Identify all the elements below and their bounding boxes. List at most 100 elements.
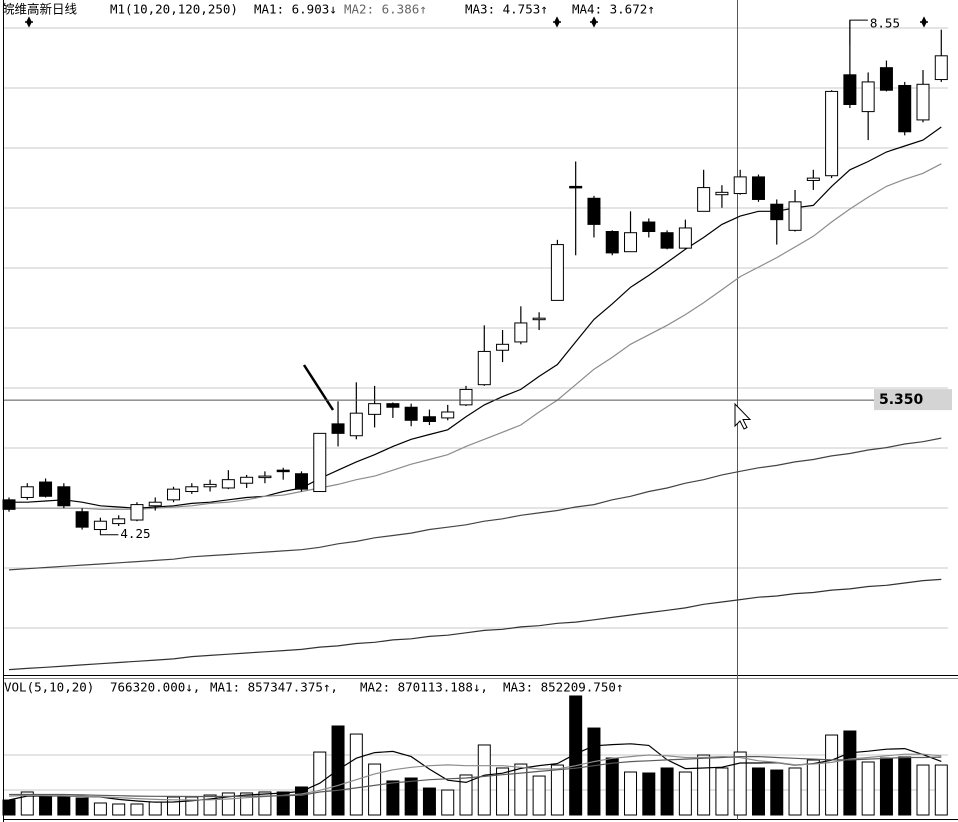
volume-bar	[514, 763, 528, 816]
volume-bar	[587, 727, 601, 816]
candle-body	[422, 416, 436, 422]
candle-body	[93, 520, 107, 531]
candle-body	[678, 227, 692, 249]
candle-body	[57, 486, 71, 507]
volume-bar	[879, 757, 893, 816]
candle-body	[276, 469, 290, 473]
candle-body	[532, 317, 546, 321]
volume-bar	[20, 791, 34, 816]
volume-bar	[459, 774, 473, 816]
volume-bar	[843, 730, 857, 816]
star-marker	[553, 16, 561, 28]
candle-body	[459, 388, 473, 406]
volume-bar	[660, 767, 674, 816]
volume-bar	[75, 797, 89, 816]
volume-bar	[349, 733, 363, 816]
candle-body	[715, 191, 729, 196]
stock-title: 皖维高新日线	[2, 2, 78, 17]
candle-body	[349, 412, 363, 437]
volume-bar	[404, 777, 418, 816]
candle-body	[770, 203, 784, 221]
star-marker	[920, 16, 928, 28]
candle-body	[788, 201, 802, 231]
volume-bar	[934, 764, 948, 816]
candle-body	[368, 403, 382, 415]
candle-body	[331, 423, 345, 434]
candle-body	[203, 483, 217, 488]
volume-bar	[898, 756, 912, 816]
candle-body	[514, 322, 528, 343]
volume-bar	[57, 795, 71, 816]
volume-bar	[148, 801, 162, 816]
volume-bar	[477, 744, 491, 816]
candle-body	[861, 81, 875, 113]
volume-bar	[642, 772, 656, 816]
volume-bar	[550, 764, 564, 816]
candle-body	[550, 244, 564, 301]
legend-entry: MA4: 3.672↑	[572, 2, 655, 17]
candle-body	[806, 177, 820, 181]
candle-body	[313, 432, 327, 493]
candle-body	[825, 90, 839, 177]
candle-body	[185, 486, 199, 493]
candle-body	[404, 406, 418, 421]
candle-body	[642, 221, 656, 233]
candle-body	[294, 473, 308, 490]
candle-body	[386, 403, 400, 408]
cursor-label: 5.350	[879, 392, 924, 408]
volume-ma-line	[8, 753, 942, 801]
volume-bar	[441, 789, 455, 816]
volume-bar	[496, 767, 510, 816]
candle-body	[879, 67, 893, 91]
candle-body	[733, 176, 747, 195]
drawn-trend-line	[302, 364, 335, 411]
candle-body	[130, 504, 144, 521]
volume-bar	[624, 771, 638, 816]
volume-bar	[605, 757, 619, 816]
candle-body	[39, 481, 53, 497]
indicator-label: M1(10,20,120,250)	[110, 2, 238, 17]
mouse-pointer	[734, 402, 752, 430]
star-marker	[590, 16, 598, 28]
volume-bar	[422, 787, 436, 816]
high-pointer	[849, 19, 868, 46]
volume-bar	[258, 791, 272, 816]
star-marker	[25, 16, 33, 28]
candle-body	[934, 55, 948, 81]
volume-bar	[130, 803, 144, 816]
candle-body	[587, 197, 601, 225]
candle-body	[477, 350, 491, 386]
volume-bar	[39, 795, 53, 816]
volume-bar	[93, 802, 107, 816]
volume-bar	[569, 695, 583, 816]
volume-bar	[788, 767, 802, 816]
candle-body	[148, 501, 162, 507]
candle-body	[898, 84, 912, 133]
candle-body	[843, 74, 857, 105]
volume-bar	[861, 761, 875, 816]
volume-bar	[733, 751, 747, 816]
volume-title: VOL(5,10,20)	[4, 680, 94, 695]
candle-body	[2, 499, 16, 510]
frame	[3, 0, 958, 822]
ma-line	[8, 578, 942, 671]
volume-bar	[2, 799, 16, 816]
candle-body	[496, 343, 510, 351]
volume-bar	[916, 764, 930, 816]
candle-body	[916, 83, 930, 121]
volume-bar	[715, 767, 729, 816]
legend-entry: MA3: 852209.750↑	[503, 680, 623, 695]
volume-value: 766320.000↓,	[110, 680, 200, 695]
legend-entry: MA3: 4.753↑	[465, 2, 548, 17]
volume-header: VOL(5,10,20) 766320.000↓, MA1: 857347.37…	[4, 680, 623, 695]
volume-bar	[806, 759, 820, 816]
low-pointer	[99, 530, 119, 536]
volume-bar	[770, 769, 784, 816]
candle-body	[605, 231, 619, 254]
legend-entry: MA2: 870113.188↓,	[360, 680, 488, 695]
candle-body	[569, 185, 583, 189]
ma-line	[8, 437, 942, 571]
volume-bar	[697, 754, 711, 816]
cursor-label-box	[874, 389, 952, 411]
